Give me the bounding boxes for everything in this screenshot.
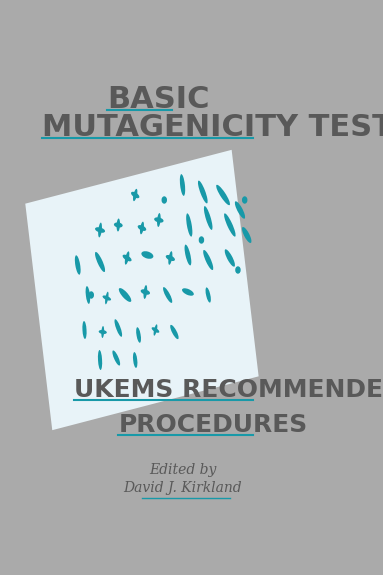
Ellipse shape	[235, 201, 245, 218]
Ellipse shape	[224, 213, 236, 237]
Ellipse shape	[144, 285, 147, 299]
Text: David J. Kirkland: David J. Kirkland	[123, 481, 242, 495]
Ellipse shape	[180, 174, 185, 196]
Ellipse shape	[170, 325, 178, 339]
Ellipse shape	[75, 255, 80, 275]
Ellipse shape	[138, 225, 146, 231]
Ellipse shape	[166, 255, 175, 261]
Ellipse shape	[114, 223, 123, 228]
Ellipse shape	[133, 352, 137, 368]
Ellipse shape	[123, 255, 132, 262]
Ellipse shape	[125, 251, 129, 264]
Ellipse shape	[140, 222, 144, 234]
Ellipse shape	[204, 206, 213, 230]
Ellipse shape	[131, 192, 139, 198]
Text: MUTAGENICITY TESTS: MUTAGENICITY TESTS	[42, 113, 383, 143]
Circle shape	[236, 267, 240, 273]
Ellipse shape	[98, 350, 102, 370]
Ellipse shape	[216, 185, 230, 205]
Ellipse shape	[242, 227, 252, 243]
Circle shape	[243, 197, 247, 203]
Ellipse shape	[133, 189, 137, 201]
Ellipse shape	[136, 327, 141, 343]
Ellipse shape	[103, 296, 111, 301]
Ellipse shape	[141, 251, 153, 259]
Ellipse shape	[163, 287, 172, 303]
Ellipse shape	[99, 330, 107, 334]
Ellipse shape	[182, 288, 194, 296]
Ellipse shape	[154, 217, 164, 223]
Circle shape	[162, 197, 166, 203]
Ellipse shape	[105, 292, 108, 304]
Ellipse shape	[154, 324, 157, 336]
Ellipse shape	[119, 288, 131, 302]
Ellipse shape	[116, 218, 120, 232]
Ellipse shape	[95, 252, 105, 272]
Ellipse shape	[82, 321, 87, 339]
Ellipse shape	[185, 244, 191, 266]
Ellipse shape	[157, 213, 160, 227]
Ellipse shape	[86, 286, 90, 304]
Ellipse shape	[198, 181, 208, 204]
Polygon shape	[25, 150, 259, 430]
Text: UKEMS RECOMMENDED: UKEMS RECOMMENDED	[74, 378, 383, 402]
Text: BASIC: BASIC	[107, 86, 209, 114]
Ellipse shape	[98, 223, 102, 237]
Ellipse shape	[186, 213, 192, 237]
Text: Edited by: Edited by	[149, 463, 216, 477]
Ellipse shape	[203, 250, 213, 270]
Ellipse shape	[115, 319, 122, 337]
Ellipse shape	[141, 289, 150, 295]
Ellipse shape	[168, 251, 172, 265]
Circle shape	[200, 237, 203, 243]
Text: PROCEDURES: PROCEDURES	[118, 413, 308, 437]
Ellipse shape	[101, 326, 104, 338]
Ellipse shape	[225, 250, 235, 267]
Ellipse shape	[112, 350, 120, 366]
Circle shape	[89, 292, 93, 298]
Ellipse shape	[206, 288, 211, 302]
Ellipse shape	[95, 227, 105, 233]
Ellipse shape	[152, 327, 159, 333]
